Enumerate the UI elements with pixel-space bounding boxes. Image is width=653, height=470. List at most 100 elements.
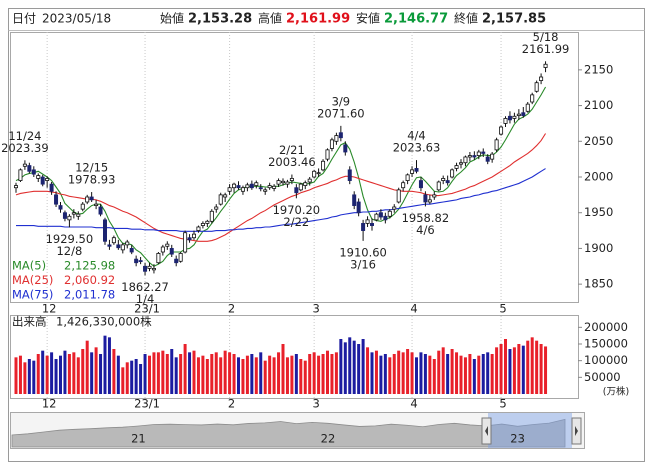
candle-body	[111, 237, 116, 244]
volume-bar	[94, 347, 98, 394]
annotation-price: 1910.60	[339, 245, 387, 259]
candle-body	[405, 174, 410, 181]
volume-bar	[312, 352, 316, 394]
annotation-price: 2071.60	[317, 106, 365, 120]
volume-bar	[103, 335, 107, 394]
candle-body	[352, 194, 357, 206]
volume-bar	[130, 360, 134, 394]
candle-body	[303, 182, 308, 186]
annotation-date: 12/8	[56, 244, 82, 258]
candle-body	[276, 180, 281, 185]
volume-bar	[152, 352, 156, 394]
volume-bar	[339, 339, 343, 394]
field-label: 始値	[160, 11, 184, 26]
candle-body	[401, 182, 406, 189]
volume-bar	[250, 354, 254, 394]
annotation-date: 4/6	[416, 223, 435, 237]
volume-bar	[357, 344, 361, 394]
price-panel	[10, 32, 579, 303]
volume-bar	[334, 352, 338, 394]
legend-value: 2,125.98	[64, 259, 115, 273]
x-tick-label: 3	[312, 302, 319, 316]
annotation-price: 1958.82	[402, 211, 450, 225]
volume-bar	[544, 346, 548, 394]
volume-bar	[139, 364, 143, 394]
volume-bar	[423, 354, 427, 394]
candle-body	[441, 178, 446, 181]
candle-body	[156, 253, 161, 264]
volume-bar	[472, 359, 476, 394]
volume-bar	[72, 352, 76, 394]
candle-body	[245, 184, 250, 189]
candle-body	[521, 112, 526, 116]
candle-body	[499, 126, 504, 135]
volume-bar	[268, 355, 272, 394]
volume-bar	[263, 360, 267, 394]
volume-bar	[232, 354, 236, 394]
y-tick-label: 1900	[584, 241, 613, 255]
volume-bar	[156, 352, 160, 394]
volume-bar	[237, 357, 240, 394]
volume-bar	[401, 352, 405, 394]
candle-body	[196, 226, 201, 231]
candle-body	[240, 187, 245, 192]
candle-body	[138, 260, 143, 262]
candle-body	[98, 206, 103, 215]
candle-body	[223, 194, 228, 198]
volume-bar	[397, 350, 401, 394]
volume-bar	[214, 352, 218, 394]
candle-body	[387, 210, 392, 217]
volume-bar	[219, 357, 223, 394]
candle-body	[125, 241, 130, 246]
volume-bar	[486, 352, 490, 394]
candle-body	[249, 183, 254, 189]
y-tick-label: 200000	[584, 320, 628, 334]
volume-bar	[450, 349, 454, 394]
volume-bar	[490, 354, 494, 394]
annotation-price: 2023.39	[1, 141, 49, 155]
volume-bar	[99, 354, 103, 394]
volume-bar	[259, 352, 263, 394]
volume-bar	[125, 362, 129, 394]
date-value: 2023/05/18	[42, 12, 111, 26]
candle-body	[232, 183, 237, 189]
volume-bar	[107, 337, 111, 394]
candle-body	[507, 115, 512, 121]
candle-body	[174, 258, 179, 264]
volume-bar	[277, 352, 281, 394]
candle-body	[187, 237, 192, 241]
volume-bar	[326, 350, 329, 394]
volume-bar	[188, 352, 192, 394]
legend-value: 2,011.78	[64, 288, 115, 302]
volume-bar	[352, 340, 356, 394]
annotation-date: 11/24	[8, 129, 41, 143]
candle-body	[285, 181, 290, 185]
candle-body	[338, 132, 343, 139]
volume-bar	[18, 355, 22, 394]
volume-bar	[285, 357, 289, 394]
candle-body	[543, 63, 548, 68]
volume-bar	[428, 355, 432, 394]
volume-bar	[32, 360, 36, 394]
candle-body	[356, 201, 361, 214]
volume-bar	[441, 347, 445, 394]
candle-body	[160, 246, 165, 253]
volume-bar	[437, 350, 441, 394]
candle-body	[512, 115, 517, 119]
candle-body	[258, 187, 263, 190]
candle-body	[476, 151, 481, 156]
volume-bar	[63, 350, 67, 394]
volume-bar	[272, 357, 276, 394]
candle-body	[325, 149, 330, 160]
x-tick-label: 3	[312, 397, 319, 411]
volume-bar	[508, 349, 512, 394]
x-tick-label: 2	[228, 397, 235, 411]
volume-bar	[379, 355, 383, 394]
x-tick-label: 12	[42, 302, 57, 316]
candle-body	[432, 194, 437, 198]
candle-body	[343, 144, 348, 153]
volume-bar	[410, 352, 414, 394]
candle-body	[436, 181, 441, 191]
